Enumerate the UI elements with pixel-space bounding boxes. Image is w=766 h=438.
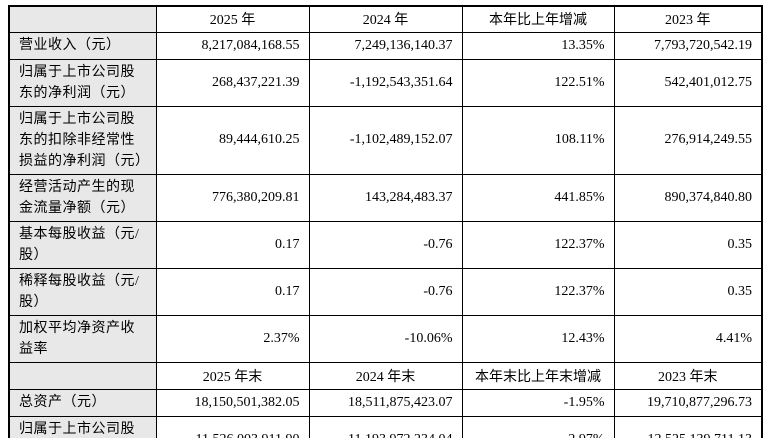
row-label: 归属于上市公司股东的净利润（元） <box>8 58 157 107</box>
table-row-revenue: 营业收入（元） 8,217,084,168.55 7,249,136,140.3… <box>8 31 763 60</box>
financial-summary-table: 2025 年 2024 年 本年比上年增减 2023 年 营业收入（元） 8,2… <box>8 5 763 438</box>
value-cell: 18,511,875,423.07 <box>308 388 463 417</box>
table-row-net-profit-excl-nonrecurring: 归属于上市公司股东的扣除非经常性损益的净利润（元） 89,444,610.25 … <box>8 105 763 175</box>
col-header-yoy-change: 本年比上年增减 <box>461 5 615 33</box>
row-label: 稀释每股收益（元/股） <box>8 267 157 316</box>
value-cell: 11,193,972,234.04 <box>308 415 463 438</box>
value-cell: 89,444,610.25 <box>155 105 310 175</box>
corner-blank-cell <box>8 361 157 390</box>
row-label: 基本每股收益（元/股） <box>8 220 157 269</box>
period-end-header-row: 2025 年末 2024 年末 本年末比上年末增减 2023 年末 <box>8 361 763 390</box>
row-label: 经营活动产生的现金流量净额（元） <box>8 173 157 222</box>
col-header-2023-end: 2023 年末 <box>613 361 763 390</box>
period-header-row: 2025 年 2024 年 本年比上年增减 2023 年 <box>8 5 763 33</box>
value-cell: 0.17 <box>155 220 310 269</box>
row-label: 营业收入（元） <box>8 31 157 60</box>
col-header-2025-end: 2025 年末 <box>155 361 310 390</box>
value-cell: 18,150,501,382.05 <box>155 388 310 417</box>
table-row-weighted-avg-roe: 加权平均净资产收益率 2.37% -10.06% 12.43% 4.41% <box>8 314 763 363</box>
value-cell: -0.76 <box>308 267 463 316</box>
value-cell: -0.76 <box>308 220 463 269</box>
col-header-yoy-end-change: 本年末比上年末增减 <box>461 361 615 390</box>
value-cell: 542,401,012.75 <box>613 58 763 107</box>
table-row-total-assets: 总资产（元） 18,150,501,382.05 18,511,875,423.… <box>8 388 763 417</box>
value-cell: -1,192,543,351.64 <box>308 58 463 107</box>
value-cell: 8,217,084,168.55 <box>155 31 310 60</box>
value-cell: 7,249,136,140.37 <box>308 31 463 60</box>
value-cell: -1.95% <box>461 388 615 417</box>
table-row-net-assets: 归属于上市公司股东的净资产（元） 11,526,003,911.90 11,19… <box>8 415 763 438</box>
value-cell: 13.35% <box>461 31 615 60</box>
row-label: 归属于上市公司股东的净资产（元） <box>8 415 157 438</box>
value-cell: 143,284,483.37 <box>308 173 463 222</box>
row-label: 归属于上市公司股东的扣除非经常性损益的净利润（元） <box>8 105 157 175</box>
row-label: 总资产（元） <box>8 388 157 417</box>
value-cell: 108.11% <box>461 105 615 175</box>
value-cell: 19,710,877,296.73 <box>613 388 763 417</box>
value-cell: 7,793,720,542.19 <box>613 31 763 60</box>
value-cell: 268,437,221.39 <box>155 58 310 107</box>
value-cell: 2.97% <box>461 415 615 438</box>
value-cell: 12,525,139,711.13 <box>613 415 763 438</box>
value-cell: 776,380,209.81 <box>155 173 310 222</box>
col-header-2025: 2025 年 <box>155 5 310 33</box>
value-cell: 0.17 <box>155 267 310 316</box>
value-cell: 122.37% <box>461 267 615 316</box>
value-cell: 11,526,003,911.90 <box>155 415 310 438</box>
col-header-2024: 2024 年 <box>308 5 463 33</box>
value-cell: 441.85% <box>461 173 615 222</box>
table-row-net-profit: 归属于上市公司股东的净利润（元） 268,437,221.39 -1,192,5… <box>8 58 763 107</box>
table-row-basic-eps: 基本每股收益（元/股） 0.17 -0.76 122.37% 0.35 <box>8 220 763 269</box>
row-label: 加权平均净资产收益率 <box>8 314 157 363</box>
value-cell: 276,914,249.55 <box>613 105 763 175</box>
value-cell: 2.37% <box>155 314 310 363</box>
value-cell: 122.37% <box>461 220 615 269</box>
col-header-2023: 2023 年 <box>613 5 763 33</box>
value-cell: 0.35 <box>613 220 763 269</box>
corner-blank-cell <box>8 5 157 33</box>
value-cell: 122.51% <box>461 58 615 107</box>
table-row-diluted-eps: 稀释每股收益（元/股） 0.17 -0.76 122.37% 0.35 <box>8 267 763 316</box>
value-cell: -10.06% <box>308 314 463 363</box>
value-cell: 4.41% <box>613 314 763 363</box>
value-cell: 890,374,840.80 <box>613 173 763 222</box>
value-cell: 12.43% <box>461 314 615 363</box>
col-header-2024-end: 2024 年末 <box>308 361 463 390</box>
value-cell: -1,102,489,152.07 <box>308 105 463 175</box>
table-row-operating-cash-flow: 经营活动产生的现金流量净额（元） 776,380,209.81 143,284,… <box>8 173 763 222</box>
value-cell: 0.35 <box>613 267 763 316</box>
